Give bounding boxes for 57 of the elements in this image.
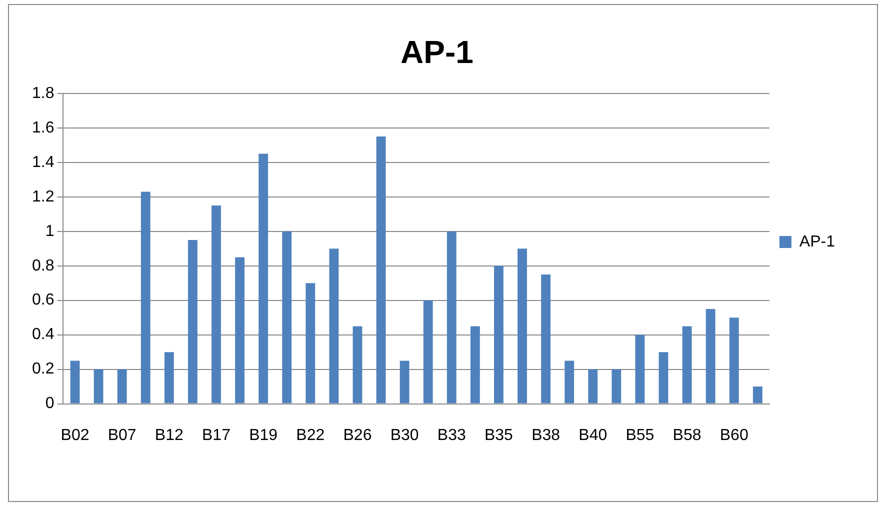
bar <box>94 369 104 404</box>
y-tick-label: 1.8 <box>32 84 54 102</box>
bar <box>212 205 221 404</box>
bar <box>658 352 668 404</box>
x-tick-label: B40 <box>578 426 608 444</box>
bar <box>682 326 692 404</box>
bar <box>752 386 762 404</box>
bar <box>258 154 268 404</box>
legend-label: AP-1 <box>799 233 836 250</box>
bar <box>612 369 622 404</box>
x-tick-label: B19 <box>249 426 278 444</box>
bar <box>541 274 551 404</box>
bar <box>140 192 150 404</box>
bar <box>400 360 410 404</box>
bar <box>282 231 292 404</box>
bar <box>588 369 598 404</box>
bar <box>70 360 80 404</box>
x-tick-label: B26 <box>343 426 372 444</box>
x-tick-label: B55 <box>626 426 654 444</box>
bar <box>117 369 127 404</box>
x-tick-label: B30 <box>390 426 419 444</box>
chart-title: AP-1 <box>400 34 474 70</box>
bar <box>329 248 339 404</box>
x-tick-label: B33 <box>437 426 466 444</box>
bar <box>306 283 316 404</box>
bar <box>235 257 244 404</box>
y-tick-label: 1.4 <box>32 154 54 171</box>
bar <box>494 266 504 404</box>
y-tick-label: 0 <box>45 395 54 412</box>
x-tick-label: B17 <box>202 426 231 444</box>
x-tick-label: B60 <box>720 426 748 444</box>
bar <box>446 231 456 404</box>
bar <box>729 318 739 404</box>
bar <box>188 240 198 404</box>
y-tick-label: 1.2 <box>32 188 54 206</box>
bar <box>352 326 362 404</box>
x-tick-label: B07 <box>108 426 136 444</box>
x-tick-label: B22 <box>296 426 325 444</box>
bar <box>564 360 574 404</box>
y-tick-label: 0.2 <box>32 360 54 378</box>
bar <box>164 352 174 404</box>
bar <box>376 136 386 404</box>
bar <box>706 308 716 404</box>
x-tick-label: B35 <box>484 426 514 444</box>
x-tick-label: B58 <box>672 426 702 444</box>
bar <box>635 334 645 404</box>
bar <box>470 326 480 404</box>
y-tick-label: 0.6 <box>32 292 54 309</box>
x-tick-label: B02 <box>60 426 90 444</box>
y-tick-label: 0.8 <box>32 257 54 274</box>
y-tick-label: 0.4 <box>32 326 54 344</box>
y-tick-label: 1.6 <box>32 119 54 136</box>
y-tick-label: 1 <box>45 222 54 240</box>
x-tick-label: B38 <box>532 426 560 444</box>
x-tick-label: B12 <box>154 426 184 444</box>
bar <box>518 248 527 404</box>
bar <box>423 300 433 404</box>
